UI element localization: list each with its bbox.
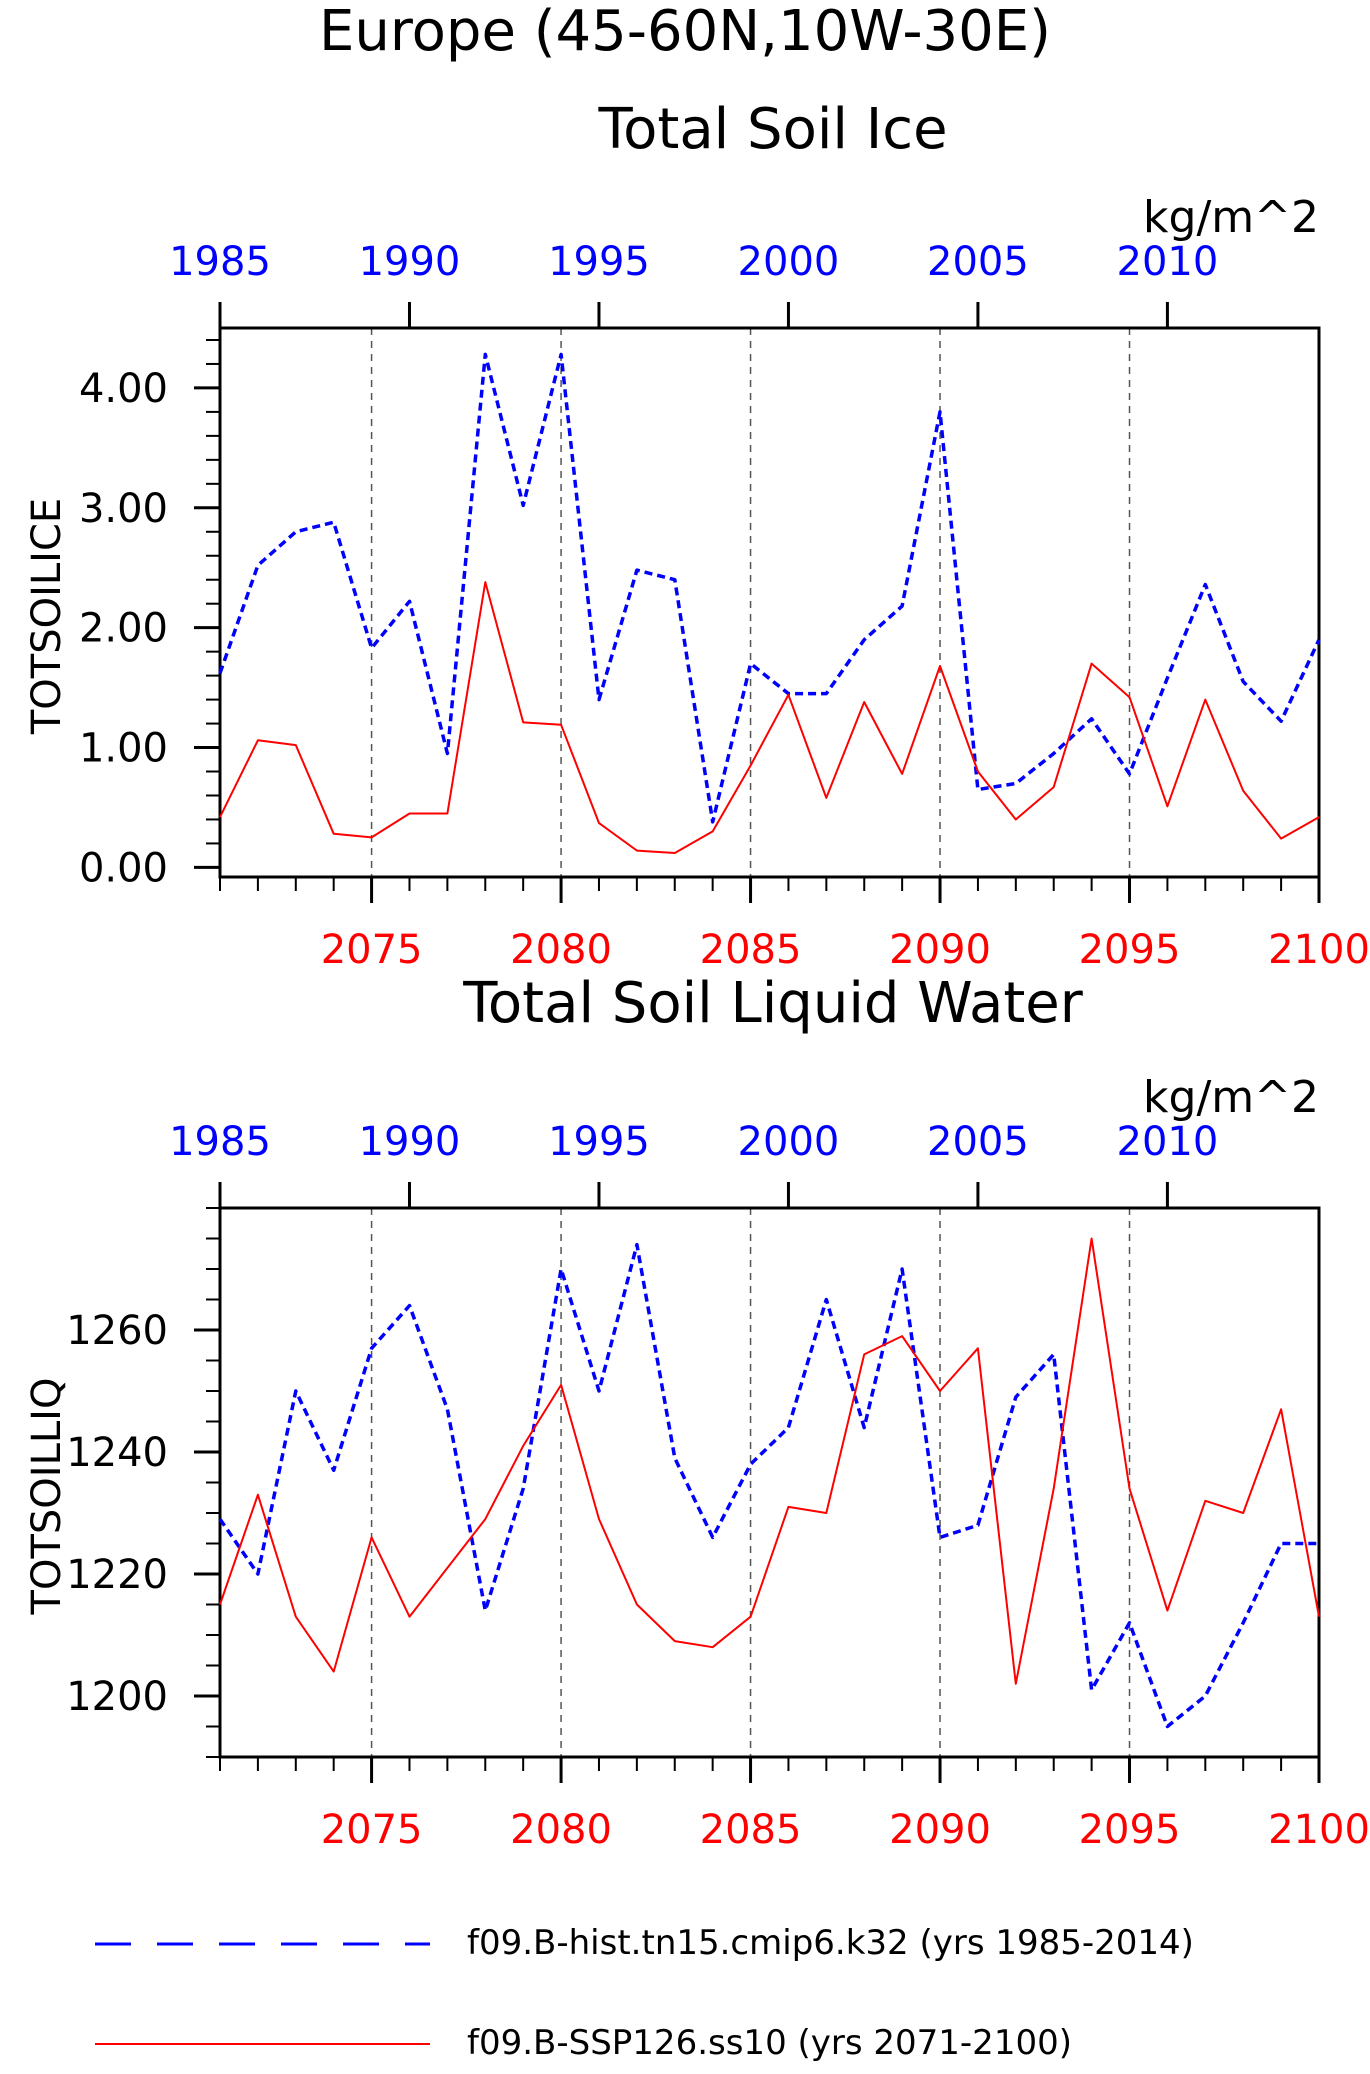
x-tick-label-bottom: 2085: [700, 1807, 802, 1853]
x-tick-label-top: 2000: [738, 1119, 840, 1165]
x-tick-label-top: 1995: [548, 1119, 650, 1165]
series-line-ssp: [219, 1237, 1320, 1685]
y-tick-label: 1240: [66, 1430, 168, 1476]
units-label: kg/m^2: [1143, 192, 1319, 243]
x-tick-label-top: 1985: [169, 239, 271, 285]
x-tick-label-top: 1990: [359, 239, 461, 285]
series-line-hist: [218, 1242, 1319, 1729]
x-tick-label-bottom: 2090: [889, 1807, 991, 1853]
plot-frame: [218, 1206, 1321, 1759]
x-tick-label-top: 2010: [1117, 1119, 1219, 1165]
legend-label: f09.B-hist.tn15.cmip6.k32 (yrs 1985-2014…: [467, 1923, 1194, 1963]
x-tick-label-bottom: 2075: [321, 1807, 423, 1853]
y-tick-label: 4.00: [79, 366, 168, 412]
y-tick-label: 1220: [66, 1552, 168, 1598]
x-tick-label-bottom: 2075: [321, 927, 423, 973]
units-label: kg/m^2: [1143, 1072, 1319, 1123]
x-tick-label-bottom: 2085: [700, 927, 802, 973]
x-tick-label-bottom: 2100: [1268, 1807, 1370, 1853]
legend: f09.B-hist.tn15.cmip6.k32 (yrs 1985-2014…: [95, 1923, 1194, 2063]
y-tick-label: 1.00: [79, 726, 168, 772]
panel-2: Total Soil Liquid Water kg/m^2 TOTSOILLIQ 2…: [24, 971, 1370, 1853]
x-tick-label-bottom: 2095: [1079, 927, 1181, 973]
panel-title: Total Soil Liquid Water: [462, 971, 1084, 1036]
panel-title: Total Soil Ice: [597, 97, 947, 162]
y-axis-label: TOTSOILICE: [24, 498, 70, 735]
x-tick-label-bottom: 2090: [889, 927, 991, 973]
x-tick-label-top: 2005: [927, 239, 1029, 285]
plot-frame: [218, 326, 1321, 879]
y-tick-label: 2.00: [79, 606, 168, 652]
x-tick-label-bottom: 2095: [1079, 1807, 1181, 1853]
panel-1: Total Soil Ice kg/m^2 TOTSOILICE 2075 2080 20…: [24, 97, 1370, 973]
series-line-ssp: [219, 581, 1320, 854]
x-tick-label-bottom: 2080: [510, 927, 612, 973]
x-tick-label-bottom: 2080: [510, 1807, 612, 1853]
legend-label: f09.B-SSP126.ss10 (yrs 2071-2100): [467, 2023, 1072, 2063]
main-title: Europe (45-60N,10W-30E): [319, 0, 1051, 64]
x-tick-label-top: 2005: [927, 1119, 1029, 1165]
y-tick-label: 3.00: [79, 486, 168, 532]
x-tick-label-bottom: 2100: [1268, 927, 1370, 973]
x-tick-label-top: 2000: [738, 239, 840, 285]
y-axis-label: TOTSOILLIQ: [24, 1378, 70, 1616]
x-tick-label-top: 1990: [359, 1119, 461, 1165]
x-tick-label-top: 1985: [169, 1119, 271, 1165]
x-tick-label-top: 2010: [1117, 239, 1219, 285]
y-tick-label: 1260: [66, 1308, 168, 1354]
series-line-hist: [218, 352, 1321, 824]
y-tick-label: 1200: [66, 1674, 168, 1720]
y-tick-label: 0.00: [79, 845, 168, 891]
x-tick-label-top: 1995: [548, 239, 650, 285]
panels: Total Soil Ice kg/m^2 TOTSOILICE 2075 2080 20…: [24, 97, 1370, 1853]
